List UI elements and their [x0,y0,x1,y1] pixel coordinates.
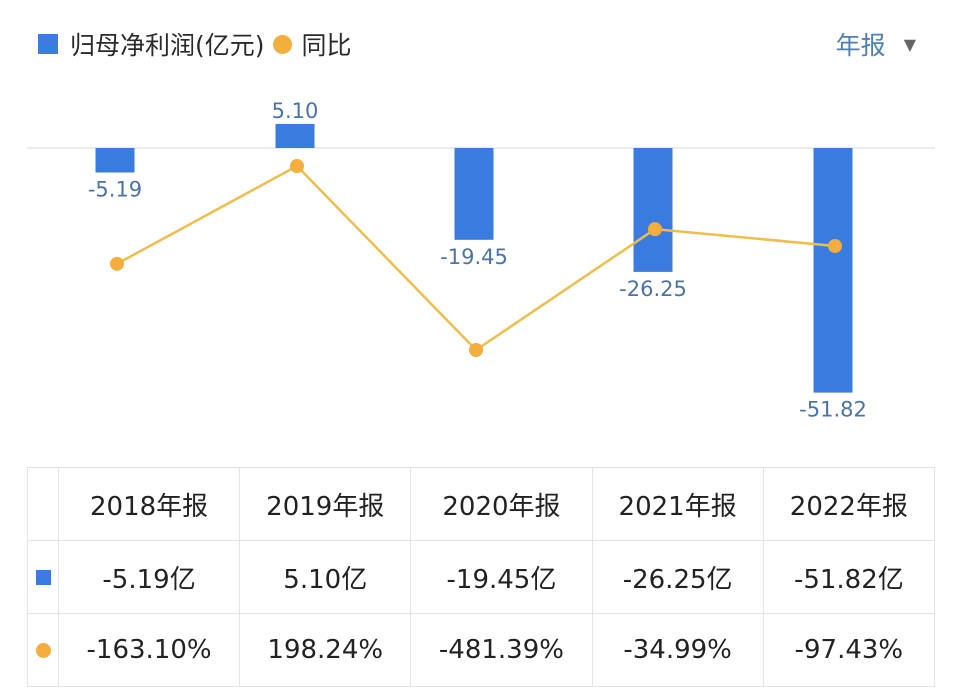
bar-value-label: -5.19 [88,177,142,201]
bar-value-label: -26.25 [619,277,687,301]
profit-bar [275,123,315,148]
yoy-point [648,222,662,237]
dropdown-triangle-icon: ▼ [903,34,916,54]
bar-swatch-icon [35,570,51,585]
yoy-point [828,239,842,254]
profit-bar [95,148,135,173]
table-cell: -163.10% [57,613,241,687]
bar-value-label: 5.10 [272,99,319,123]
table-cell: -26.25亿 [591,540,764,614]
table-cell: 5.10亿 [239,540,412,614]
table-cell: -5.19亿 [57,540,241,614]
table-cell: -51.82亿 [762,540,936,614]
period-selector-label: 年报 [835,31,886,60]
table-cell: -34.99% [591,613,764,687]
table-header-cell: 2020年报 [410,467,593,541]
table-cell: -19.45亿 [410,540,593,614]
line-legend-dot-icon [272,34,292,54]
profit-bar [813,148,853,393]
table-corner-cell [27,467,59,541]
yoy-point [469,343,483,357]
yoy-row-key [27,613,59,687]
table-header-cell: 2019年报 [239,467,412,541]
data-table: 2018年报 2019年报 2020年报 2021年报 2022年报 -5.19… [27,467,936,687]
yoy-point [110,256,124,271]
bar-value-label: -51.82 [799,398,867,422]
chart-legend: 归母净利润(亿元) 同比 [38,24,352,64]
profit-bar [633,148,673,272]
bar-value-label: -19.45 [440,245,508,269]
table-header-row: 2018年报 2019年报 2020年报 2021年报 2022年报 [27,467,936,541]
table-row-profit: -5.19亿 5.10亿 -19.45亿 -26.25亿 -51.82亿 [27,540,936,614]
line-dot-icon [35,643,51,658]
table-header-cell: 2021年报 [591,467,764,541]
line-legend-label: 同比 [301,31,352,60]
table-cell: 198.24% [239,613,412,687]
yoy-point [290,159,304,173]
period-selector[interactable]: 年报 ▼ [836,24,916,64]
table-cell: -481.39% [410,613,593,687]
profit-row-key [27,540,59,614]
bar-legend-swatch-icon [38,34,58,54]
profit-bar [454,148,494,240]
table-header-cell: 2018年报 [57,467,241,541]
bar-legend-label: 归母净利润(亿元) [70,31,265,60]
profit-chart: -5.19 5.10 -19.45 -26.25 -51.82 [27,99,935,422]
table-header-cell: 2022年报 [762,467,936,541]
table-row-yoy: -163.10% 198.24% -481.39% -34.99% -97.43… [27,613,936,687]
table-cell: -97.43% [762,613,936,687]
